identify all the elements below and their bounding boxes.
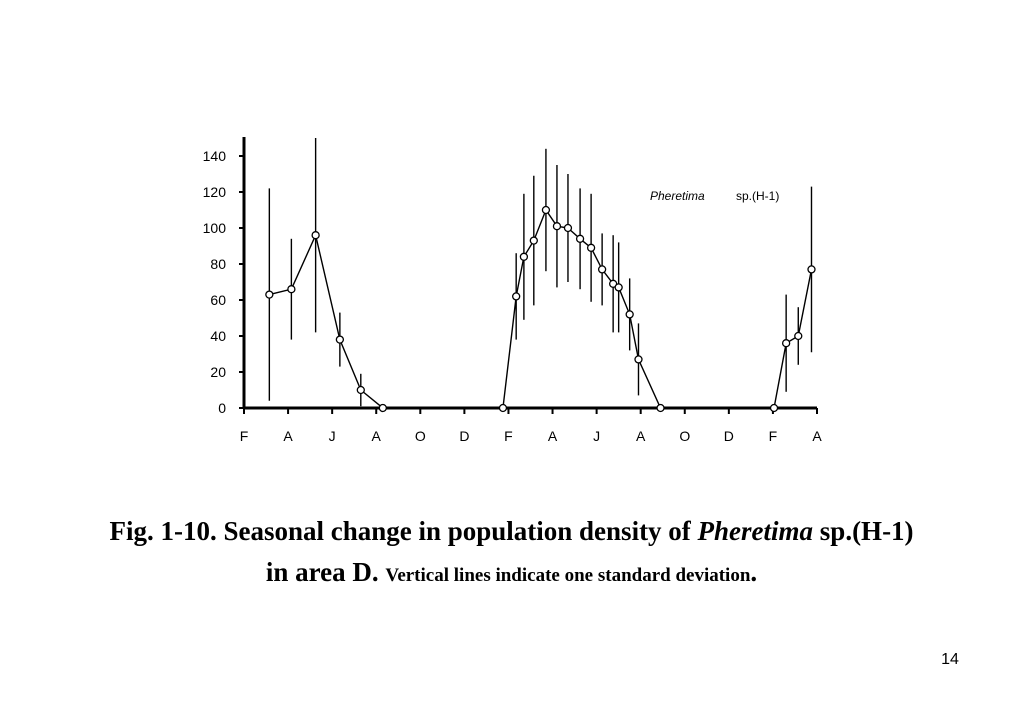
data-point <box>614 283 623 292</box>
x-tick-label: A <box>812 428 822 444</box>
figure-caption-line1: Fig. 1-10. Seasonal change in population… <box>0 516 1023 547</box>
data-point <box>552 222 562 231</box>
x-tick-label: F <box>769 428 778 444</box>
data-point <box>519 252 529 261</box>
y-tick-label: 40 <box>210 328 226 344</box>
x-tick-label: A <box>548 428 558 444</box>
legend-genus: Pheretima <box>650 189 705 203</box>
figure-caption-line2: in area D. Vertical lines indicate one s… <box>0 557 1023 588</box>
x-tick-label: D <box>724 428 734 444</box>
x-tick-label: F <box>240 428 249 444</box>
x-tick-label: O <box>415 428 426 444</box>
slide-number: 14 <box>941 651 959 668</box>
data-point <box>378 403 387 413</box>
data-point <box>512 292 521 301</box>
data-point <box>356 385 365 395</box>
x-tick-label: D <box>459 428 469 444</box>
data-point <box>769 403 779 413</box>
data-point <box>625 310 634 319</box>
data-point <box>529 236 538 245</box>
caption-genus: Pheretima <box>697 516 814 546</box>
data-point <box>311 231 320 240</box>
x-tick-label: O <box>679 428 690 444</box>
y-tick-label: 140 <box>203 148 227 164</box>
x-tick-label: A <box>283 428 293 444</box>
y-tick-label: 80 <box>210 256 226 272</box>
data-point <box>794 331 803 341</box>
caption-prefix: Fig. 1-10. Seasonal change in population… <box>109 516 691 546</box>
data-point <box>586 243 596 252</box>
x-tick-label: A <box>372 428 382 444</box>
data-point <box>498 403 508 413</box>
data-point <box>541 205 551 215</box>
caption-area: in area D. <box>265 557 379 587</box>
x-tick-label: F <box>504 428 513 444</box>
caption-note: Vertical lines indicate one standard dev… <box>385 565 751 586</box>
y-tick-label: 0 <box>218 400 226 416</box>
caption-species: sp.(H-1) <box>819 516 914 546</box>
data-point <box>265 290 274 299</box>
data-point <box>807 265 816 274</box>
legend-species: sp.(H-1) <box>736 189 779 203</box>
x-tick-label: J <box>593 428 600 444</box>
y-tick-label: 100 <box>203 220 227 236</box>
caption-period: . <box>750 557 758 587</box>
series-line <box>269 208 813 409</box>
data-point <box>575 234 585 243</box>
data-point <box>781 339 791 348</box>
data-point <box>597 265 607 274</box>
legend-label: Pheretima sp.(H-1) <box>650 189 779 203</box>
y-tick-label: 120 <box>203 184 227 200</box>
x-tick-label: J <box>329 428 336 444</box>
data-point <box>287 285 296 294</box>
data-point <box>563 223 573 233</box>
data-point <box>656 403 665 413</box>
data-point <box>634 355 643 364</box>
x-tick-label: A <box>636 428 646 444</box>
data-point <box>335 335 345 344</box>
y-tick-label: 60 <box>210 292 226 308</box>
y-tick-label: 20 <box>210 364 226 380</box>
